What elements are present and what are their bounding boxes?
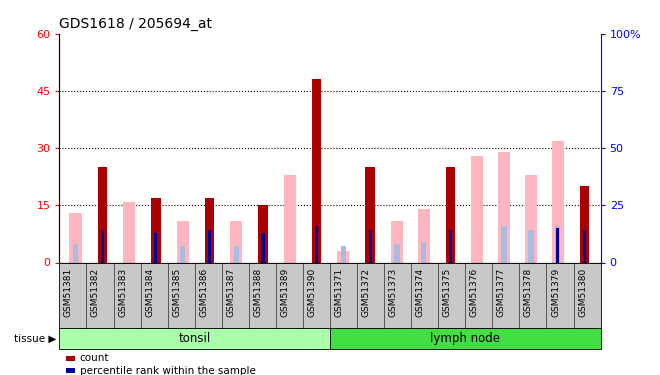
Text: GSM51381: GSM51381 [64, 268, 73, 317]
Bar [69, 213, 81, 262]
Text: GSM51389: GSM51389 [280, 268, 290, 317]
Bar [418, 209, 430, 262]
Bar [552, 141, 564, 262]
Bar [446, 167, 455, 262]
Text: GSM51386: GSM51386 [199, 268, 209, 317]
Bar [315, 226, 318, 262]
Text: GSM51376: GSM51376 [470, 268, 479, 317]
Bar [312, 80, 321, 262]
Text: tissue ▶: tissue ▶ [14, 333, 56, 344]
Bar [123, 201, 135, 262]
Text: GSM51387: GSM51387 [226, 268, 236, 317]
Text: tonsil: tonsil [179, 332, 211, 345]
Bar [341, 246, 346, 262]
Text: GSM51377: GSM51377 [497, 268, 506, 317]
Text: GSM51371: GSM51371 [335, 268, 344, 317]
Text: GSM51372: GSM51372 [362, 268, 371, 317]
Bar [180, 246, 185, 262]
Bar [258, 206, 268, 262]
Text: lymph node: lymph node [430, 332, 500, 345]
Text: GSM51383: GSM51383 [118, 268, 127, 317]
Text: GSM51384: GSM51384 [145, 268, 154, 317]
Bar [556, 228, 559, 262]
Bar [368, 231, 372, 262]
Text: GSM51385: GSM51385 [172, 268, 181, 317]
Bar [101, 231, 104, 262]
Text: GSM51375: GSM51375 [443, 268, 451, 317]
Bar [580, 186, 589, 262]
Bar [394, 244, 400, 262]
Bar [98, 167, 107, 262]
Text: GDS1618 / 205694_at: GDS1618 / 205694_at [59, 17, 213, 32]
Text: GSM51373: GSM51373 [389, 268, 397, 317]
Bar [366, 167, 375, 262]
Text: GSM51388: GSM51388 [253, 268, 262, 317]
Bar [528, 231, 534, 262]
Text: GSM51380: GSM51380 [578, 268, 587, 317]
Bar [151, 198, 160, 262]
Text: GSM51374: GSM51374 [416, 268, 425, 317]
Text: GSM51379: GSM51379 [551, 268, 560, 317]
Bar [391, 220, 403, 262]
Bar [284, 175, 296, 262]
Bar [471, 156, 483, 262]
Bar [449, 231, 452, 262]
Bar [230, 220, 242, 262]
Text: count: count [80, 353, 110, 363]
Text: GSM51390: GSM51390 [308, 268, 317, 317]
Bar [177, 220, 189, 262]
Bar [208, 231, 211, 262]
Text: GSM51378: GSM51378 [524, 268, 533, 317]
Bar [502, 226, 507, 262]
Bar [337, 251, 349, 262]
Bar [73, 244, 78, 262]
Bar [525, 175, 537, 262]
Bar [498, 152, 510, 262]
Bar [555, 226, 560, 262]
Bar [583, 231, 586, 262]
Text: GSM51382: GSM51382 [91, 268, 100, 317]
Bar [261, 233, 265, 262]
Text: percentile rank within the sample: percentile rank within the sample [80, 366, 255, 375]
Bar [154, 233, 158, 262]
Bar [205, 198, 214, 262]
Bar [234, 246, 239, 262]
Bar [421, 242, 426, 262]
Bar [368, 244, 373, 262]
